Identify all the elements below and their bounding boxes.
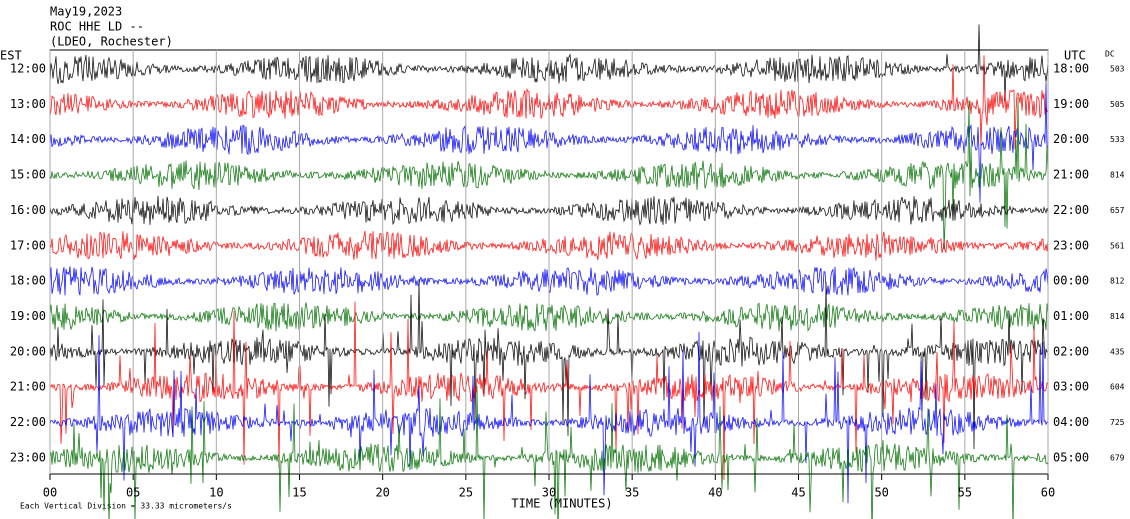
x-tick-label: 55 bbox=[958, 486, 972, 500]
dc-value: 814 bbox=[1110, 312, 1125, 321]
local-time-label: 23:00 bbox=[10, 450, 46, 464]
local-time-label: 22:00 bbox=[10, 415, 46, 429]
dc-label: DC bbox=[1105, 50, 1115, 59]
local-time-label: 16:00 bbox=[10, 203, 46, 217]
x-tick-label: 35 bbox=[625, 486, 639, 500]
x-tick-label: 50 bbox=[874, 486, 888, 500]
local-time-label: 17:00 bbox=[10, 238, 46, 252]
x-tick-label: 60 bbox=[1041, 486, 1055, 500]
dc-value: 533 bbox=[1110, 135, 1125, 144]
utc-time-label: 01:00 bbox=[1053, 309, 1089, 323]
x-tick-label: 10 bbox=[209, 486, 223, 500]
date: May19,2023 bbox=[50, 5, 122, 19]
dc-value: 435 bbox=[1110, 347, 1125, 356]
utc-time-label: 04:00 bbox=[1053, 415, 1089, 429]
station: (LDEO, Rochester) bbox=[50, 35, 173, 49]
x-tick-label: 20 bbox=[375, 486, 389, 500]
scale-note: Each Vertical Division = 33.33 micromete… bbox=[20, 502, 232, 511]
dc-value: 812 bbox=[1110, 277, 1125, 286]
x-tick-label: 25 bbox=[459, 486, 473, 500]
x-tick-label: 05 bbox=[126, 486, 140, 500]
x-tick-label: 40 bbox=[708, 486, 722, 500]
x-tick-label: 00 bbox=[43, 486, 57, 500]
local-time-label: 15:00 bbox=[10, 168, 46, 182]
utc-time-label: 22:00 bbox=[1053, 203, 1089, 217]
utc-time-label: 20:00 bbox=[1053, 132, 1089, 146]
local-time-label: 14:00 bbox=[10, 132, 46, 146]
dc-value: 657 bbox=[1110, 206, 1125, 215]
right-axis-label: UTC bbox=[1064, 49, 1086, 63]
utc-time-label: 21:00 bbox=[1053, 168, 1089, 182]
x-tick-label: 15 bbox=[292, 486, 306, 500]
local-time-label: 21:00 bbox=[10, 380, 46, 394]
dc-value: 604 bbox=[1110, 383, 1125, 392]
left-axis-label: EST bbox=[0, 49, 22, 63]
local-time-label: 13:00 bbox=[10, 97, 46, 111]
utc-time-label: 05:00 bbox=[1053, 450, 1089, 464]
x-tick-label: 45 bbox=[791, 486, 805, 500]
dc-value: 725 bbox=[1110, 418, 1125, 427]
local-time-label: 12:00 bbox=[10, 62, 46, 76]
x-axis-label: TIME (MINUTES) bbox=[511, 497, 612, 511]
local-time-label: 19:00 bbox=[10, 309, 46, 323]
dc-value: 679 bbox=[1110, 453, 1125, 462]
local-time-label: 20:00 bbox=[10, 344, 46, 358]
dc-value: 505 bbox=[1110, 100, 1125, 109]
utc-time-label: 00:00 bbox=[1053, 274, 1089, 288]
utc-time-label: 02:00 bbox=[1053, 344, 1089, 358]
x-tick-label: 30 bbox=[542, 486, 556, 500]
utc-time-label: 23:00 bbox=[1053, 238, 1089, 252]
channel: ROC HHE LD -- bbox=[50, 20, 144, 34]
local-time-label: 18:00 bbox=[10, 274, 46, 288]
dc-value: 561 bbox=[1110, 241, 1125, 250]
dc-value: 814 bbox=[1110, 171, 1125, 180]
utc-time-label: 18:00 bbox=[1053, 62, 1089, 76]
dc-value: 503 bbox=[1110, 65, 1125, 74]
utc-time-label: 03:00 bbox=[1053, 380, 1089, 394]
utc-time-label: 19:00 bbox=[1053, 97, 1089, 111]
